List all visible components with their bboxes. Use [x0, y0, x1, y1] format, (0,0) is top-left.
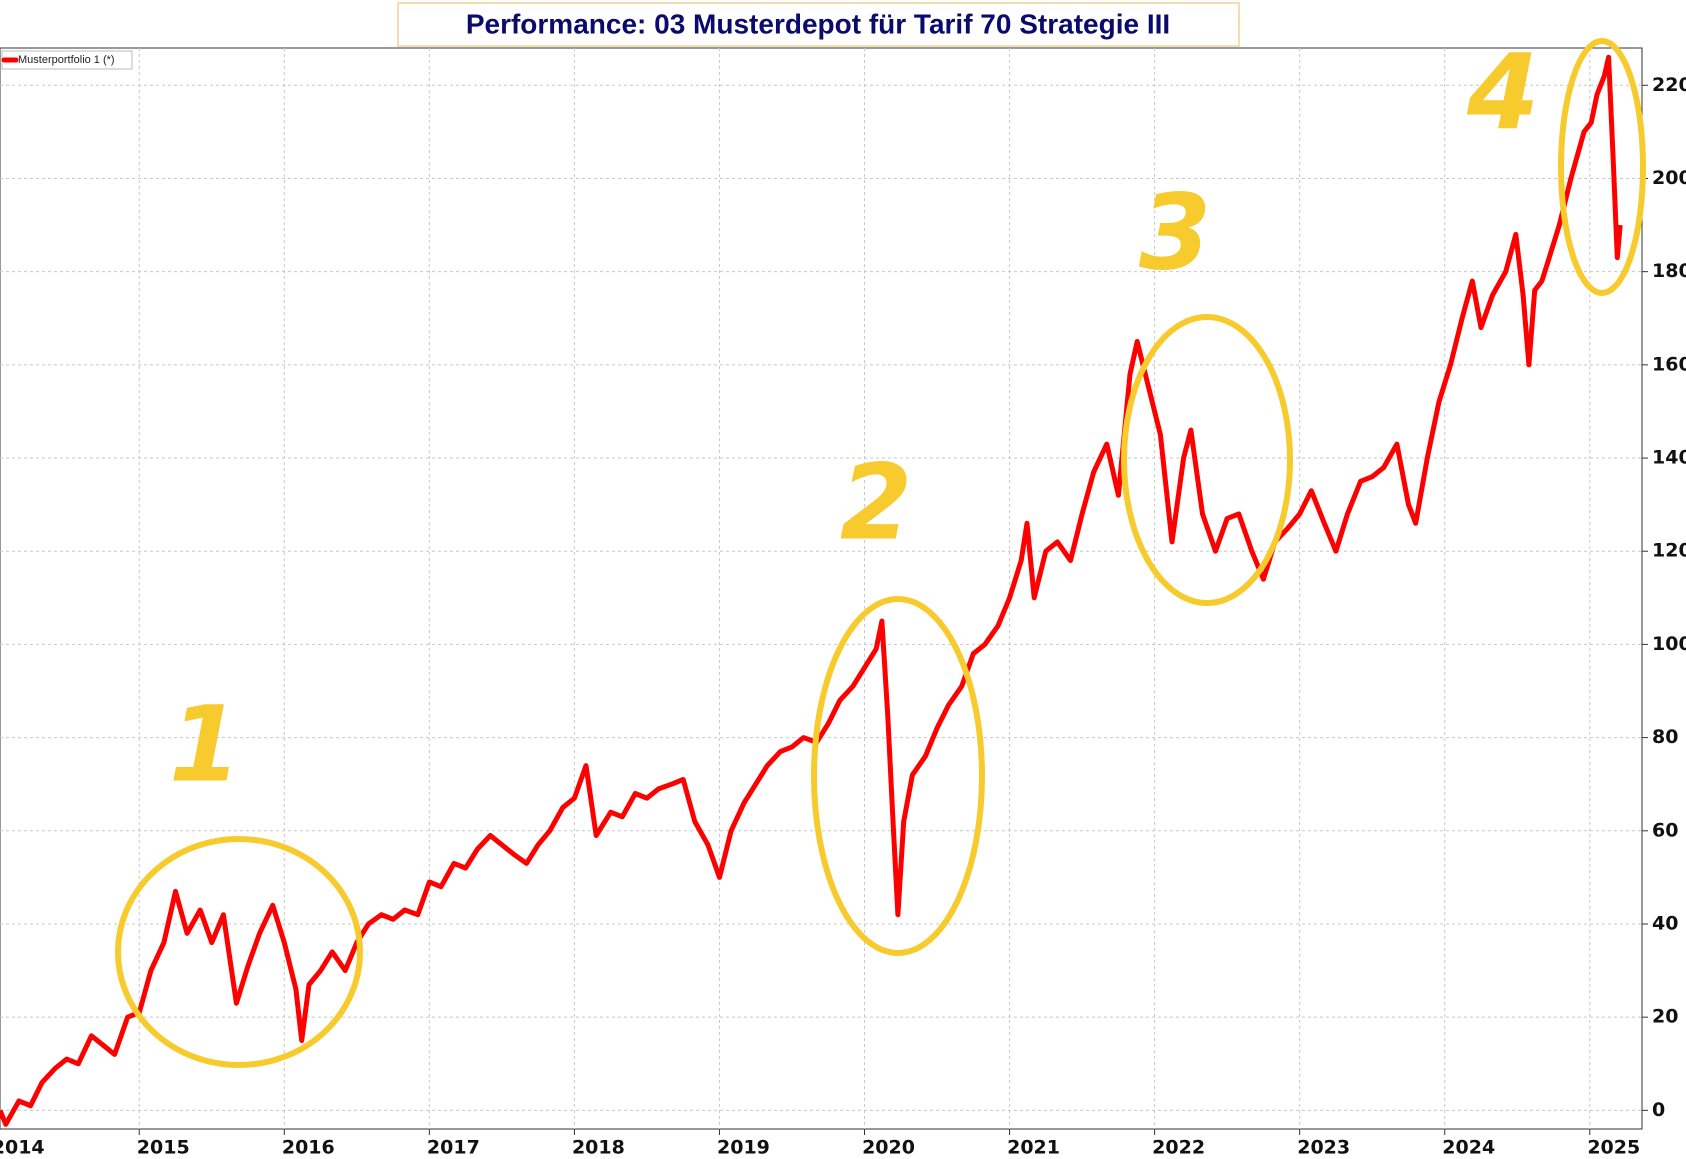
annotation-label: 3 [1139, 171, 1211, 293]
x-tick-label: 2020 [862, 1137, 915, 1159]
x-tick-label: 2025 [1587, 1137, 1640, 1159]
x-tick-label: 2015 [137, 1137, 190, 1159]
x-tick-label: 2018 [572, 1137, 625, 1159]
annotation-label: 1 [169, 683, 241, 805]
y-tick-label: 160 [1652, 353, 1686, 375]
x-tick-label: 2024 [1442, 1137, 1495, 1159]
series-line [0, 54, 1623, 1127]
y-tick-label: 80 [1652, 726, 1678, 748]
annotation-circle [1121, 314, 1293, 606]
x-tick-label: 2023 [1297, 1137, 1350, 1159]
y-tick-label: 40 [1652, 912, 1678, 934]
annotation-circle [811, 596, 985, 956]
y-tick-label: 60 [1652, 819, 1678, 841]
y-tick-label: 100 [1652, 633, 1686, 655]
y-tick-label: 220 [1652, 74, 1686, 96]
annotation-label: 2 [840, 441, 912, 563]
title-box [397, 2, 1240, 47]
annotation-circle [115, 836, 363, 1068]
x-tick-label: 2021 [1007, 1137, 1060, 1159]
annotation-circle [1558, 38, 1646, 296]
x-tick-label: 2019 [717, 1137, 770, 1159]
plot-area [0, 47, 1643, 1130]
y-tick-label: 120 [1652, 540, 1686, 562]
legend-label: Musterportfolio 1 (*) [18, 54, 115, 66]
x-tick-label: 2022 [1152, 1137, 1205, 1159]
y-tick-label: 140 [1652, 447, 1686, 469]
y-tick-label: 180 [1652, 260, 1686, 282]
y-tick-label: 200 [1652, 167, 1686, 189]
chart-title: Performance: 03 Musterdepot für Tarif 70… [466, 8, 1170, 39]
x-tick-label: 2016 [282, 1137, 335, 1159]
y-tick-label: 0 [1652, 1099, 1665, 1121]
x-tick-label: 2017 [427, 1137, 480, 1159]
y-tick-label: 20 [1652, 1006, 1678, 1028]
annotation-label: 4 [1466, 31, 1539, 153]
